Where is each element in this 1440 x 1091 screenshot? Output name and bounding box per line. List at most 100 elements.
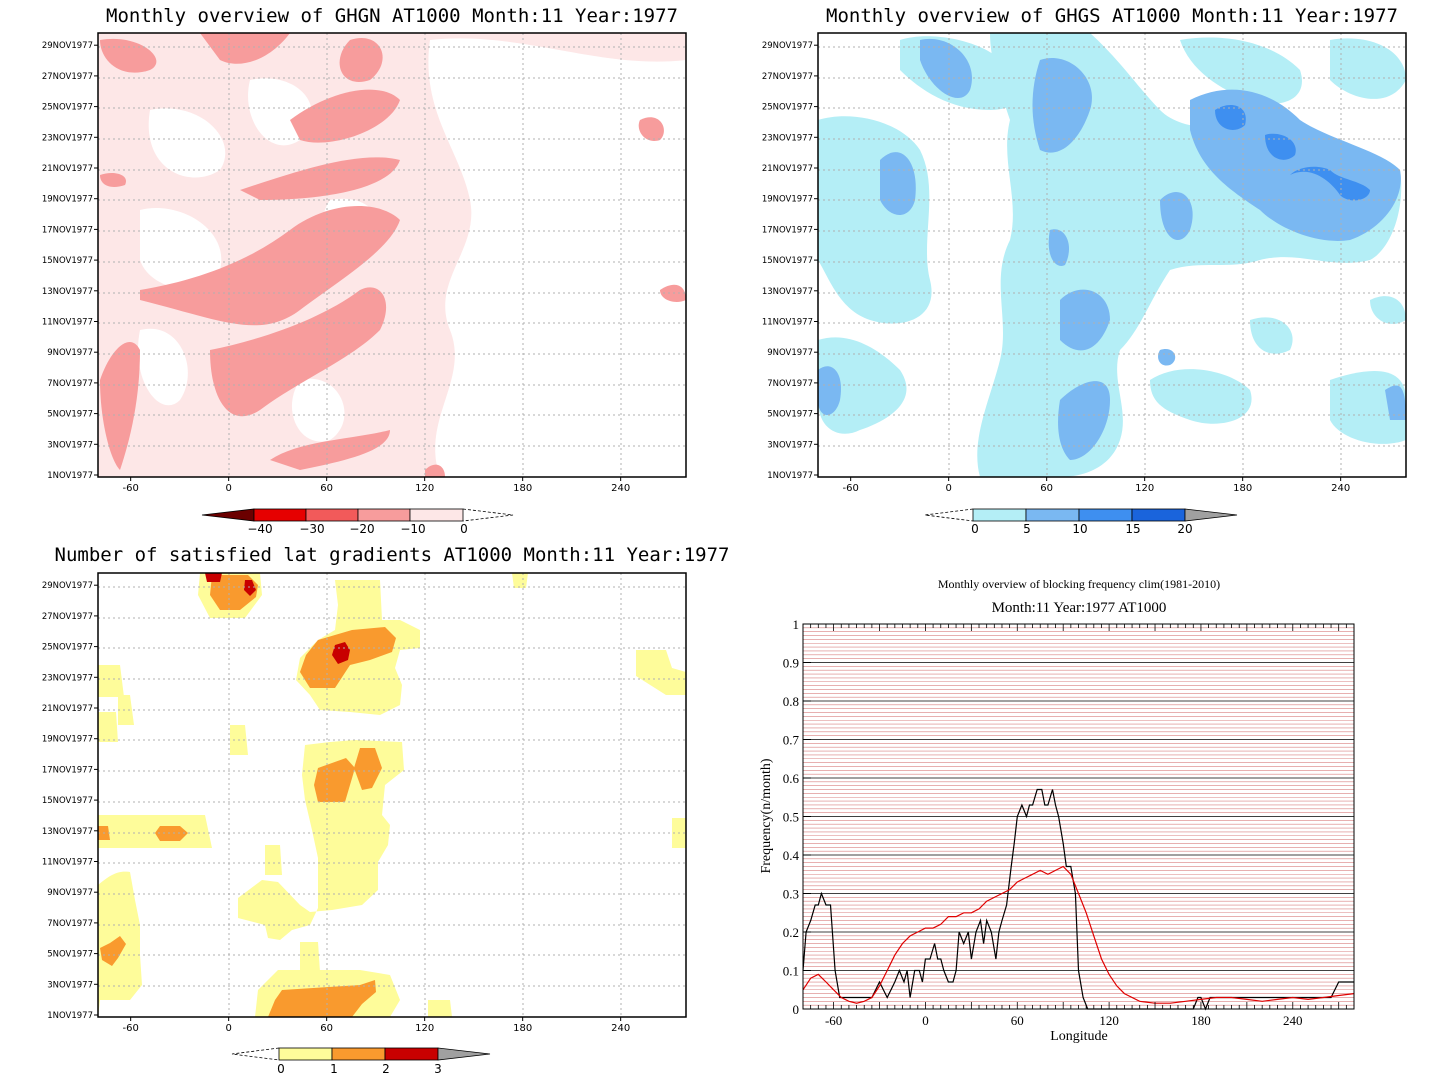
freq-title: Monthly overview of blocking frequency c… — [938, 577, 1220, 591]
x-tick-label: 180 — [1191, 1013, 1211, 1028]
freq-y-ticks: 0 0.1 0.2 0.3 0.4 0.5 0.6 0.7 0.8 0.9 1 — [783, 617, 811, 1017]
y-tick-label: 25NOV1977 — [762, 103, 813, 113]
y-tick-label: 9NOV1977 — [767, 348, 813, 358]
y-tick-label: 19NOV1977 — [762, 195, 813, 205]
ghgn-frame — [97, 32, 687, 478]
ghgn-colorbar-label: −30 — [299, 522, 324, 536]
ghgn-title: Monthly overview of GHGN AT1000 Month:11… — [106, 5, 678, 27]
x-tick-label: -60 — [122, 1023, 138, 1034]
x-tick-label: 180 — [513, 483, 532, 494]
y-tick-label: 21NOV1977 — [762, 164, 813, 174]
y-tick-label: 9NOV1977 — [47, 348, 93, 358]
y-tick-label: 21NOV1977 — [42, 704, 93, 714]
freq-minor-gridlines — [803, 627, 1354, 1006]
x-tick-label: -60 — [122, 483, 138, 494]
y-tick-label: 0.9 — [783, 656, 799, 671]
x-tick-label: -60 — [825, 1013, 842, 1028]
ghgs-colorbar-label: 0 — [971, 522, 979, 536]
y-tick-label: 27NOV1977 — [762, 72, 813, 82]
y-tick-label: 0.3 — [783, 887, 799, 902]
x-tick-label: 180 — [513, 1023, 532, 1034]
y-tick-label: 0.5 — [783, 810, 799, 825]
x-tick-label: 60 — [320, 483, 333, 494]
freq-panel: Monthly overview of blocking frequency c… — [759, 577, 1355, 1044]
x-tick-label: 0 — [225, 483, 231, 494]
x-tick-label: 0 — [225, 1023, 231, 1034]
y-tick-label: 27NOV1977 — [42, 612, 93, 622]
y-tick-label: 15NOV1977 — [42, 796, 93, 806]
x-tick-label: 60 — [1011, 1013, 1024, 1028]
ghgn-colorbar-label: −20 — [349, 522, 374, 536]
lat-axis-labels: -60 0 60 120 180 240 1NOV1977 3NOV1977 5NOV1977 7… — [42, 581, 630, 1034]
x-tick-label: 240 — [611, 1023, 630, 1034]
x-tick-label: 60 — [1040, 483, 1053, 494]
y-tick-label: 0.7 — [783, 733, 800, 748]
lat-colorbar-label: 2 — [382, 1062, 390, 1076]
y-tick-label: 11NOV1977 — [42, 318, 93, 328]
ghgn-contour-field — [98, 33, 686, 477]
x-tick-label: 120 — [415, 1023, 434, 1034]
ghgn-panel: Monthly overview of GHGN AT1000 Month:11… — [42, 5, 687, 536]
freq-x-ticks: -60 0 60 120 180 240 — [802, 624, 1355, 1028]
y-tick-label: 0.1 — [783, 964, 799, 979]
y-tick-label: 0 — [793, 1002, 800, 1017]
ghgn-colorbar: −40 −30 −20 −10 0 — [201, 508, 514, 536]
y-tick-label: 7NOV1977 — [47, 379, 93, 389]
freq-series-line-1 — [802, 865, 1355, 1004]
y-tick-label: 3NOV1977 — [47, 440, 93, 450]
ghgs-frame — [817, 32, 1407, 478]
y-tick-label: 0.2 — [783, 925, 799, 940]
x-tick-label: 240 — [611, 483, 630, 494]
freq-ylabel: Frequency(n/month) — [759, 758, 774, 873]
y-tick-label: 25NOV1977 — [42, 103, 93, 113]
y-tick-label: 5NOV1977 — [47, 950, 93, 960]
x-tick-label: 0 — [945, 483, 951, 494]
y-tick-label: 15NOV1977 — [42, 256, 93, 266]
y-tick-label: 1NOV1977 — [47, 1011, 93, 1021]
y-tick-label: 1NOV1977 — [767, 471, 813, 481]
ghgs-colorbar: 0 5 10 15 20 — [924, 508, 1238, 536]
ghgs-gridlines — [818, 33, 1406, 477]
freq-series-group — [802, 788, 1355, 1011]
y-tick-label: 11NOV1977 — [762, 318, 813, 328]
y-tick-label: 7NOV1977 — [47, 919, 93, 929]
ghgn-colorbar-label: −40 — [247, 522, 272, 536]
y-tick-label: 9NOV1977 — [47, 888, 93, 898]
y-tick-label: 27NOV1977 — [42, 72, 93, 82]
y-tick-label: 23NOV1977 — [762, 133, 813, 143]
y-tick-label: 29NOV1977 — [42, 581, 93, 591]
y-tick-label: 21NOV1977 — [42, 164, 93, 174]
y-tick-label: 1NOV1977 — [47, 471, 93, 481]
y-tick-label: 19NOV1977 — [42, 195, 93, 205]
ghgs-colorbar-label: 10 — [1072, 522, 1087, 536]
y-tick-label: 15NOV1977 — [762, 256, 813, 266]
lat-frame — [97, 572, 687, 1018]
y-tick-label: 25NOV1977 — [42, 643, 93, 653]
y-tick-label: 0.4 — [783, 848, 800, 863]
ghgs-colorbar-label: 5 — [1023, 522, 1031, 536]
x-tick-label: 60 — [320, 1023, 333, 1034]
y-tick-label: 29NOV1977 — [42, 41, 93, 51]
y-tick-label: 17NOV1977 — [762, 225, 813, 235]
freq-series-line-0 — [802, 788, 1354, 1011]
lat-panel: Number of satisfied lat gradients AT1000… — [42, 544, 730, 1076]
x-tick-label: 120 — [1099, 1013, 1119, 1028]
ghgs-title: Monthly overview of GHGS AT1000 Month:11… — [826, 5, 1398, 27]
lat-gridlines — [98, 573, 686, 1017]
y-tick-label: 5NOV1977 — [767, 410, 813, 420]
ghgn-colorbar-label: −10 — [400, 522, 425, 536]
y-tick-label: 3NOV1977 — [767, 440, 813, 450]
y-tick-label: 23NOV1977 — [42, 133, 93, 143]
y-tick-label: 11NOV1977 — [42, 858, 93, 868]
lat-contour-field — [98, 573, 686, 1017]
ghgs-colorbar-label: 20 — [1177, 522, 1192, 536]
lat-colorbar: 0 1 2 3 — [231, 1047, 491, 1076]
ghgs-contour-field — [818, 33, 1406, 477]
y-tick-label: 3NOV1977 — [47, 980, 93, 990]
y-tick-label: 0.6 — [783, 771, 800, 786]
x-tick-label: 180 — [1233, 483, 1252, 494]
y-tick-label: 5NOV1977 — [47, 410, 93, 420]
y-tick-label: 13NOV1977 — [42, 827, 93, 837]
x-tick-label: 240 — [1283, 1013, 1303, 1028]
